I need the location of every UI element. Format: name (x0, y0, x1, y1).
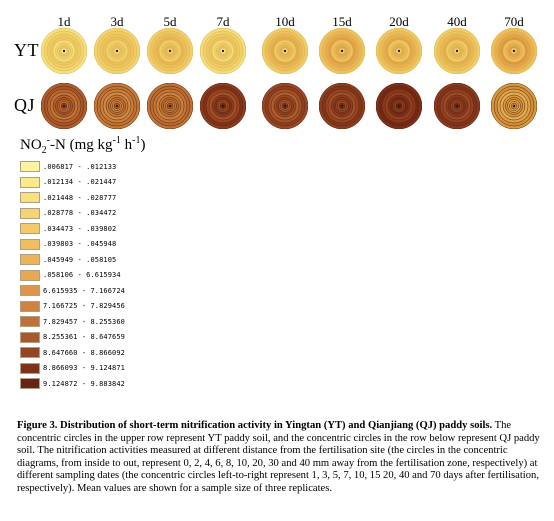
legend-range: .012134 - .021447 (43, 178, 117, 187)
day-label-3d: 3d (110, 14, 124, 29)
row-label-qj: QJ (14, 95, 36, 115)
disc-qj-10d (262, 83, 308, 129)
legend-range: 7.829457 - 8.255360 (43, 317, 125, 326)
disc-yt-20d (376, 28, 422, 74)
legend-item: 8.255361 - 8.647659 (20, 330, 125, 346)
legend-swatch (20, 331, 40, 343)
legend-item: 7.829457 - 8.255360 (20, 314, 125, 330)
legend-item: .028778 - .034472 (20, 206, 125, 222)
legend-title: NO2--N (mg kg-1 h-1) (20, 135, 146, 156)
disc-qj-7d (200, 83, 246, 129)
legend-range: 6.615935 - 7.166724 (43, 286, 125, 295)
disc-qj-15d (319, 83, 365, 129)
disc-yt-10d (262, 28, 308, 74)
legend-swatch (20, 161, 40, 173)
color-legend: .006817 - .012133 .012134 - .021447 .02144… (20, 159, 125, 392)
disc-yt-3d (94, 28, 140, 74)
disc-qj-3d (94, 83, 140, 129)
legend-swatch (20, 269, 40, 281)
row-label-yt: YT (14, 40, 39, 60)
legend-swatch (20, 378, 40, 390)
day-label-15d: 15d (332, 14, 352, 29)
legend-item: 7.166725 - 7.829456 (20, 299, 125, 315)
disc-yt-5d (147, 28, 193, 74)
legend-range: 9.124872 - 9.883842 (43, 379, 125, 388)
disc-yt-1d (41, 28, 87, 74)
legend-item: 9.124872 - 9.883842 (20, 376, 125, 392)
legend-swatch (20, 362, 40, 374)
legend-item: .021448 - .028777 (20, 190, 125, 206)
day-label-10d: 10d (275, 14, 295, 29)
legend-range: .021448 - .028777 (43, 193, 117, 202)
disc-qj-1d (41, 83, 87, 129)
legend-swatch (20, 254, 40, 266)
legend-range: 7.166725 - 7.829456 (43, 302, 125, 311)
legend-item: .034473 - .039802 (20, 221, 125, 237)
disc-qj-5d (147, 83, 193, 129)
legend-swatch (20, 176, 40, 188)
disc-yt-7d (200, 28, 246, 74)
legend-range: .028778 - .034472 (43, 209, 117, 218)
legend-item: .012134 - .021447 (20, 175, 125, 191)
legend-item: .045949 - .058105 (20, 252, 125, 268)
legend-item: 8.866093 - 9.124871 (20, 361, 125, 377)
legend-range: 8.647660 - 8.866092 (43, 348, 125, 357)
legend-range: .058106 - 6.615934 (43, 271, 121, 280)
legend-range: .034473 - .039802 (43, 224, 117, 233)
legend-range: .006817 - .012133 (43, 162, 117, 171)
disc-yt-15d (319, 28, 365, 74)
legend-item: .039803 - .045948 (20, 237, 125, 253)
disc-qj-40d (434, 83, 480, 129)
disc-qj-20d (376, 83, 422, 129)
legend-range: .045949 - .058105 (43, 255, 117, 264)
legend-swatch (20, 223, 40, 235)
legend-swatch (20, 300, 40, 312)
disc-yt-40d (434, 28, 480, 74)
legend-item: 6.615935 - 7.166724 (20, 283, 125, 299)
legend-item: .006817 - .012133 (20, 159, 125, 175)
legend-item: .058106 - 6.615934 (20, 268, 125, 284)
day-label-5d: 5d (163, 14, 177, 29)
day-label-40d: 40d (447, 14, 467, 29)
legend-swatch (20, 238, 40, 250)
legend-swatch (20, 285, 40, 297)
legend-swatch (20, 207, 40, 219)
day-label-20d: 20d (389, 14, 409, 29)
caption-body: The concentric circles in the upper row … (17, 420, 540, 494)
legend-range: .039803 - .045948 (43, 240, 117, 249)
disc-qj-70d (491, 83, 537, 129)
day-label-7d: 7d (216, 14, 230, 29)
legend-range: 8.866093 - 9.124871 (43, 364, 125, 373)
caption-heading: Figure 3. Distribution of short-term nit… (17, 420, 493, 431)
disc-yt-70d (491, 28, 537, 74)
legend-item: 8.647660 - 8.866092 (20, 345, 125, 361)
day-label-70d: 70d (504, 14, 524, 29)
legend-swatch (20, 316, 40, 328)
legend-swatch (20, 347, 40, 359)
figure-caption: Figure 3. Distribution of short-term nit… (17, 420, 541, 496)
day-label-1d: 1d (57, 14, 71, 29)
legend-range: 8.255361 - 8.647659 (43, 333, 125, 342)
legend-swatch (20, 192, 40, 204)
